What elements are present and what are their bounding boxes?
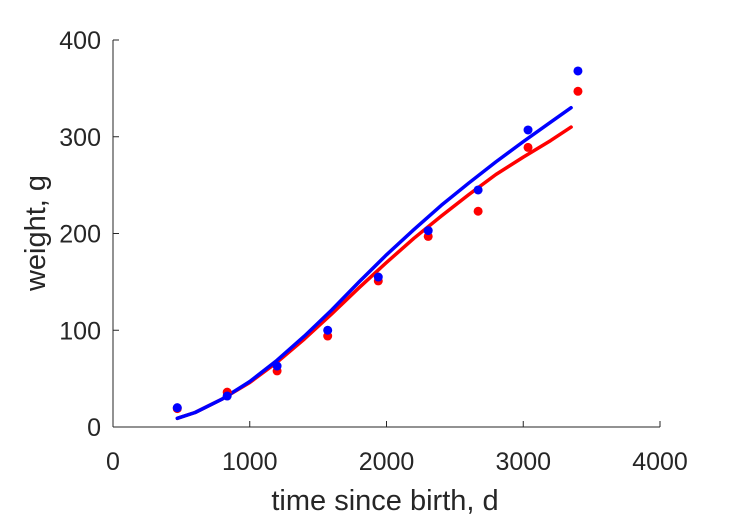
x-tick-label: 0: [106, 448, 120, 476]
data-point-series-2: [373, 272, 383, 282]
y-tick-label: 100: [59, 317, 101, 345]
x-tick-label: 2000: [359, 448, 415, 476]
data-points: [172, 66, 583, 414]
data-point-series-2: [323, 325, 333, 335]
data-point-series-2: [473, 185, 483, 195]
y-tick-label: 400: [59, 27, 101, 55]
x-axis-label: time since birth, d: [271, 485, 498, 517]
data-point-series-1: [473, 206, 483, 216]
y-tick-label: 200: [59, 221, 101, 249]
fit-lines: [175, 105, 573, 421]
x-axis-ticks: 0 1000 2000 3000 4000: [106, 421, 688, 476]
y-axis-label: weight, g: [20, 175, 52, 292]
data-point-series-1: [573, 86, 583, 96]
data-point-series-2: [423, 226, 433, 236]
data-point-series-1: [523, 142, 533, 152]
y-tick-label: 300: [59, 124, 101, 152]
data-point-series-2: [573, 66, 583, 76]
fit-line-series-2: [175, 105, 573, 421]
y-tick-label: 0: [87, 414, 101, 442]
x-tick-label: 1000: [222, 448, 278, 476]
data-point-series-2: [172, 403, 182, 413]
x-tick-label: 3000: [495, 448, 551, 476]
y-axis-ticks: 0 100 200 300 400: [59, 27, 119, 442]
data-point-series-2: [523, 125, 533, 135]
data-point-series-2: [272, 361, 282, 371]
data-point-series-2: [222, 391, 232, 401]
x-tick-label: 4000: [632, 448, 688, 476]
